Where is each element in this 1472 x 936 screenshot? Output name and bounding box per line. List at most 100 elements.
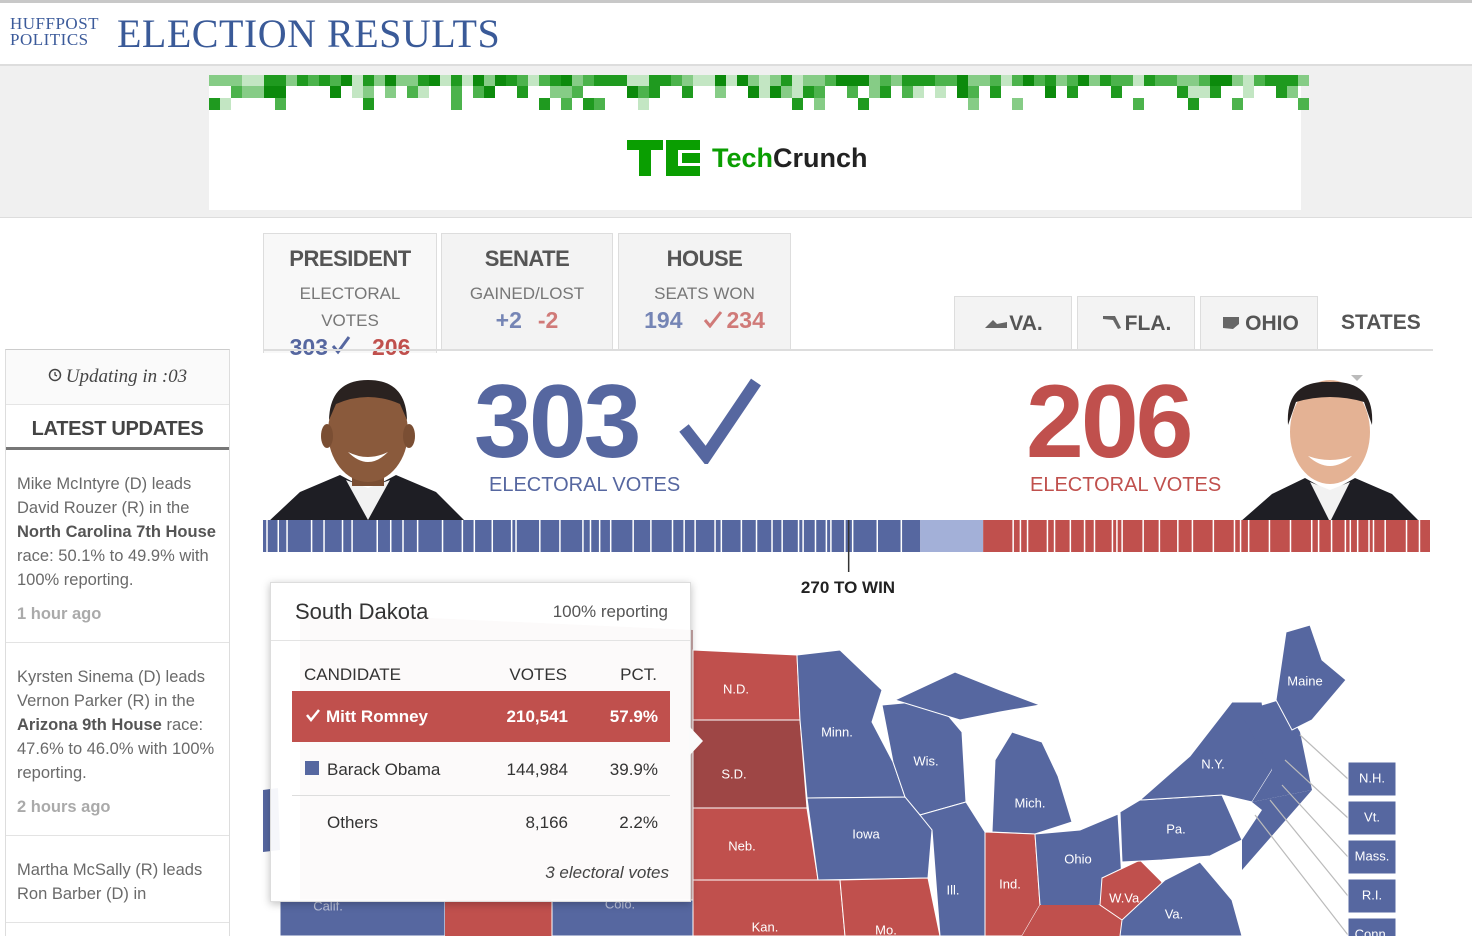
state-shape[interactable] (839, 877, 941, 936)
ad-pixel (418, 75, 429, 86)
big-check-icon (679, 378, 761, 464)
ad-pixel (649, 75, 660, 86)
state-shape[interactable] (1347, 800, 1397, 836)
state-shape[interactable] (893, 671, 1042, 721)
candidate-cell: Barack Obama (305, 744, 440, 795)
state-label: N.D. (723, 681, 749, 696)
ad-pixel (1133, 98, 1144, 110)
state-tab[interactable]: FLA. (1077, 296, 1195, 350)
state-shape[interactable] (919, 801, 986, 936)
ad-pixel (902, 75, 913, 86)
state-icon (1102, 316, 1121, 329)
state-shape[interactable] (692, 719, 808, 809)
ad-brand-part[interactable]: Tech (712, 143, 774, 173)
ad-pixel (275, 98, 286, 110)
state-label: Minn. (821, 724, 853, 739)
state-shape[interactable] (1347, 917, 1397, 936)
ad-pixel (352, 75, 363, 86)
ad-pixel (209, 75, 220, 86)
swatch (305, 761, 319, 775)
candidate-name: Mitt Romney (326, 707, 428, 726)
tab-subtitle: ELECTORAL VOTES (299, 284, 401, 330)
tab-president[interactable]: PRESIDENT ELECTORAL VOTES 303 206 (263, 233, 437, 360)
ad-pixel (858, 75, 869, 86)
ad-pixel (759, 86, 770, 98)
state-shape[interactable] (991, 731, 1073, 835)
brand-top[interactable]: HUFFPOST (10, 14, 100, 33)
ad-pixel (836, 75, 847, 86)
ad-pixel (1243, 86, 1254, 98)
ad-pixel (935, 75, 946, 86)
ad-pixel (451, 98, 462, 110)
state-tab-label: VA. (1009, 312, 1043, 335)
romney-photo (1240, 380, 1420, 522)
state-shape[interactable] (1347, 878, 1397, 914)
ad-pixel (1232, 75, 1243, 86)
ad-pixel (561, 86, 572, 98)
ad-pixel (253, 75, 264, 86)
update-item: Mike McIntyre (D) leads David Rouzer (R)… (6, 450, 229, 643)
ad-pixel (440, 75, 451, 86)
ad-pixel (1045, 86, 1056, 98)
ad-brand[interactable]: TechCrunch (712, 143, 868, 174)
update-item: Kyrsten Sinema (D) leads Vernon Parker (… (6, 643, 229, 836)
state-label: Calif. (313, 898, 343, 913)
state-tab[interactable]: VA. (954, 296, 1072, 350)
ad-pixel (902, 86, 913, 98)
ad-pixel (1067, 75, 1078, 86)
ad-pixel (242, 75, 253, 86)
obama-votes-label: ELECTORAL VOTES (489, 474, 681, 496)
update-text-part: Martha McSally (R) leads Ron Barber (D) … (17, 861, 203, 903)
update-text: Kyrsten Sinema (D) leads Vernon Parker (… (17, 665, 219, 785)
check-icon (703, 311, 722, 329)
page-title[interactable]: ELECTION RESULTS (117, 11, 501, 56)
check-mark (306, 709, 320, 723)
ad-pixel (1221, 75, 1232, 86)
ad-pixel (935, 86, 946, 98)
ad-pixel (1188, 86, 1199, 98)
state-shape[interactable] (1119, 861, 1243, 936)
tab-house[interactable]: HOUSE SEATS WON 194 234 (618, 233, 791, 350)
state-tab[interactable]: OHIO (1200, 296, 1318, 350)
ad-pixel (1144, 75, 1155, 86)
state-shape[interactable] (806, 796, 933, 881)
ad-pixel (1298, 98, 1309, 110)
ad-pixel (253, 86, 264, 98)
ad-pixel (583, 98, 594, 110)
tab-value: 206 (372, 334, 411, 360)
ad-pixel (1078, 75, 1089, 86)
ad-pixel (1287, 86, 1298, 98)
state-label: Neb. (728, 838, 755, 853)
check-icon (331, 336, 351, 355)
update-text-part: race: 50.1% to 49.9% with 100% reporting… (17, 547, 209, 589)
brand-bottom[interactable]: POLITICS (10, 30, 89, 49)
ad-pixel (561, 98, 572, 110)
ad-pixel (330, 75, 341, 86)
update-timer: Updating in :03 (6, 350, 229, 405)
ad-pixel (869, 86, 880, 98)
state-shape[interactable] (279, 899, 446, 936)
ad-pixel (1100, 75, 1111, 86)
ad-pixel (715, 75, 726, 86)
ad-pixel (946, 75, 957, 86)
candidate-row: Others 8,166 2.2% (292, 797, 670, 848)
tab-senate[interactable]: SENATE GAINED/LOST +2 -2 (441, 233, 613, 350)
state-icon (1223, 317, 1240, 329)
ad-pixel (660, 75, 671, 86)
ad-pixel (297, 75, 308, 86)
updates-list: Mike McIntyre (D) leads David Rouzer (R)… (6, 450, 229, 923)
state-shape[interactable] (1275, 624, 1347, 731)
caret-icon (1351, 375, 1363, 381)
ad-pixel (308, 75, 319, 86)
states-menu[interactable]: STATES (1325, 296, 1433, 381)
ad-brand-part[interactable]: Crunch (773, 143, 868, 173)
state-shape[interactable] (1347, 761, 1397, 797)
header: HUFFPOST POLITICS ELECTION RESULTS (0, 3, 1472, 66)
update-text-part: Mike McIntyre (D) leads David Rouzer (R)… (17, 475, 192, 517)
popup-divider (292, 795, 670, 796)
state-shape[interactable] (1347, 839, 1397, 875)
ad-pixel (1265, 75, 1276, 86)
ad-pixel (1111, 75, 1122, 86)
ad-pixel (671, 75, 682, 86)
ad-pixel (572, 75, 583, 86)
